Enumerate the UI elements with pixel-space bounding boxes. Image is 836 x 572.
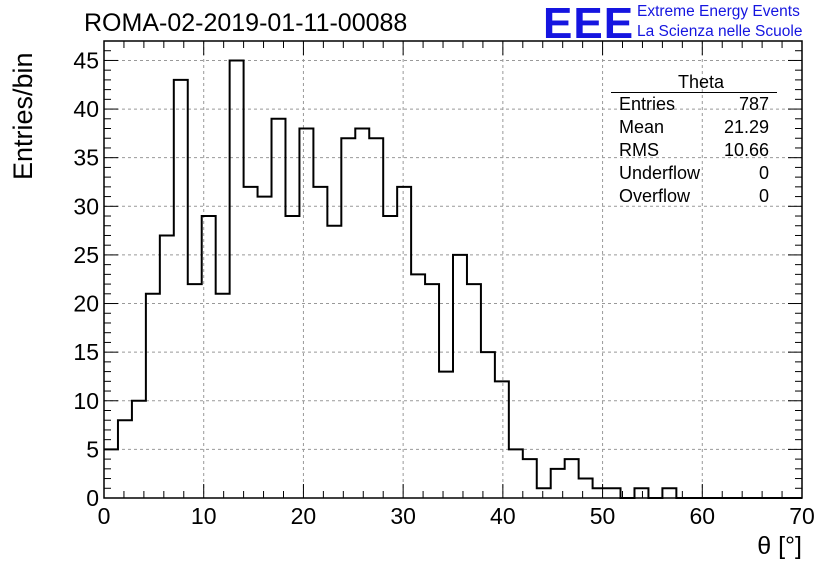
stats-value: 10.66	[723, 140, 769, 160]
stats-label: Mean	[619, 117, 665, 137]
x-tick-label: 10	[191, 503, 217, 529]
stats-value: 21.29	[723, 117, 769, 137]
y-tick-label: 30	[73, 193, 99, 219]
stats-label: RMS	[619, 140, 659, 160]
logo-line-2: La Scienza nelle Scuole	[637, 23, 803, 40]
stats-row: Underflow 0	[611, 162, 777, 185]
stats-label: Overflow	[619, 186, 691, 206]
logo-text: Extreme Energy Events La Scienza nelle S…	[637, 2, 802, 42]
chart-title: ROMA-02-2019-01-11-00088	[84, 9, 408, 37]
y-tick-label: 25	[73, 242, 99, 268]
y-tick-label: 45	[73, 47, 99, 73]
eee-logo: EEE	[543, 0, 635, 48]
logo-line-1: Extreme Energy Events	[637, 3, 800, 20]
x-tick-label: 20	[291, 503, 317, 529]
stats-label: Entries	[619, 94, 676, 114]
x-tick-label: 30	[390, 503, 416, 529]
stats-row: Entries 787	[611, 93, 777, 116]
x-tick-label: 60	[689, 503, 715, 529]
x-tick-label: 50	[590, 503, 616, 529]
x-tick-label: 40	[490, 503, 516, 529]
y-tick-label: 35	[73, 145, 99, 171]
stats-value: 0	[758, 163, 769, 183]
y-tick-label: 5	[86, 436, 99, 462]
stats-row: Mean 21.29	[611, 116, 777, 139]
x-tick-label: 0	[98, 503, 111, 529]
x-tick-label: 70	[789, 503, 815, 529]
stats-value: 787	[738, 94, 769, 114]
stats-label: Underflow	[619, 163, 701, 183]
stats-value: 0	[758, 186, 769, 206]
stats-row: RMS 10.66	[611, 139, 777, 162]
x-axis-label: θ [°]	[757, 532, 802, 560]
stats-title: Theta	[611, 72, 777, 93]
stats-row: Overflow 0	[611, 185, 777, 208]
y-tick-label: 20	[73, 291, 99, 317]
plot-frame	[103, 40, 803, 499]
histogram-series-theta	[104, 59, 802, 499]
y-tick-label: 10	[73, 388, 99, 414]
y-tick-label: 0	[86, 485, 99, 511]
stats-rows: Entries 787 Mean 21.29 RMS 10.66 Underflow 0 Ove…	[611, 93, 777, 208]
y-tick-label: 40	[73, 96, 99, 122]
stats-box: Theta Entries 787 Mean 21.29 RMS 10.66 Underfl…	[611, 72, 777, 208]
y-tick-label: 15	[73, 339, 99, 365]
